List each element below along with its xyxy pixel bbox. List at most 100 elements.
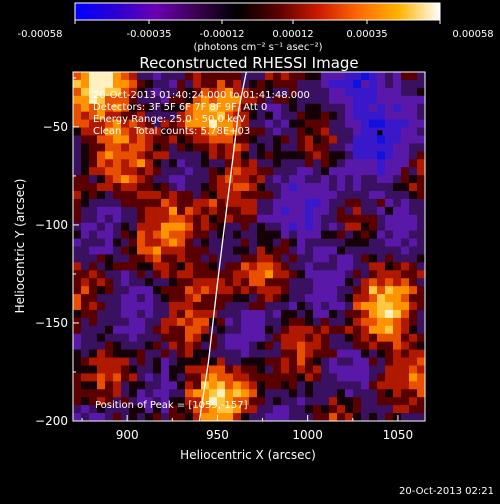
heatmap-cell (369, 262, 378, 271)
heatmap-cell (129, 373, 138, 382)
heatmap-cell (297, 222, 306, 232)
heatmap-cell (169, 95, 178, 105)
peak-position-label: Position of Peak = [1059,-157] (95, 400, 248, 411)
heatmap-cell (201, 127, 210, 136)
heatmap-cell (233, 190, 242, 200)
heatmap-cell (129, 270, 138, 279)
heatmap-cell (281, 278, 290, 287)
heatmap-cell (281, 119, 290, 128)
heatmap-cell (273, 135, 282, 144)
heatmap-cell (81, 254, 90, 263)
heatmap-cell (361, 79, 370, 89)
heatmap-cell (313, 262, 322, 271)
heatmap-cell (337, 246, 346, 255)
heatmap-cell (417, 397, 425, 406)
heatmap-cell (121, 309, 130, 319)
heatmap-cell (273, 262, 282, 271)
heatmap-cell (265, 294, 274, 303)
heatmap-cell (257, 103, 266, 113)
heatmap-cell (113, 72, 122, 81)
heatmap-cell (129, 397, 138, 406)
heatmap-cell (145, 119, 154, 128)
heatmap-cell (121, 230, 130, 239)
heatmap-cell (73, 349, 82, 358)
heatmap-cell (201, 270, 210, 279)
heatmap-cell (305, 167, 314, 176)
heatmap-cell (297, 349, 306, 358)
heatmap-cell (377, 357, 386, 366)
heatmap-cell (353, 183, 362, 192)
heatmap-cell (137, 262, 146, 271)
heatmap-cell (409, 341, 418, 351)
heatmap-cell (89, 183, 98, 192)
heatmap-cell (233, 341, 242, 351)
heatmap-cell (105, 286, 114, 295)
heatmap-cell (97, 294, 106, 303)
heatmap-cell (273, 159, 282, 168)
heatmap-cell (281, 87, 290, 97)
heatmap-cell (289, 238, 298, 247)
heatmap-cell (417, 302, 425, 311)
heatmap-cell (209, 294, 218, 303)
heatmap-cell (169, 159, 178, 168)
heatmap-cell (305, 309, 314, 319)
heatmap-cell (185, 254, 194, 263)
heatmap-cell (225, 294, 234, 303)
heatmap-cell (353, 405, 362, 414)
heatmap-cell (353, 413, 362, 421)
heatmap-cell (345, 111, 354, 120)
heatmap-cell (89, 278, 98, 287)
heatmap-cell (233, 175, 242, 184)
heatmap-cell (305, 238, 314, 247)
heatmap-cell (297, 262, 306, 271)
heatmap-cell (289, 270, 298, 279)
heatmap-cell (417, 206, 425, 216)
heatmap-cell (401, 325, 410, 335)
heatmap-cell (81, 111, 90, 120)
heatmap-cell (233, 381, 242, 390)
heatmap-cell (89, 262, 98, 271)
heatmap-cell (313, 127, 322, 136)
heatmap-cell (233, 270, 242, 279)
heatmap-cell (169, 183, 178, 192)
heatmap-cell (393, 175, 402, 184)
heatmap-cell (361, 214, 370, 224)
heatmap-cell (289, 262, 298, 271)
heatmap-cell (385, 95, 394, 105)
heatmap-cell (273, 238, 282, 247)
heatmap-cell (289, 198, 298, 208)
info-overlay: 20-Oct-2013 01:40:24.000 to 01:41:48.000… (93, 90, 310, 411)
heatmap-cell (209, 286, 218, 295)
heatmap-cell (161, 413, 170, 421)
heatmap-cell (345, 198, 354, 208)
heatmap-cell (129, 325, 138, 335)
heatmap-cell (113, 341, 122, 351)
heatmap-cell (273, 206, 282, 216)
heatmap-cell (161, 294, 170, 303)
heatmap-cell (97, 135, 106, 144)
heatmap-cell (241, 357, 250, 366)
heatmap-cell (329, 357, 338, 366)
heatmap-cell (137, 294, 146, 303)
heatmap-cell (145, 405, 154, 414)
heatmap-cell (393, 151, 402, 160)
heatmap-cell (129, 238, 138, 247)
heatmap-cell (169, 127, 178, 136)
heatmap-cell (73, 111, 82, 120)
heatmap-cell (265, 190, 274, 200)
heatmap-cell (297, 175, 306, 184)
heatmap-cell (321, 238, 330, 247)
heatmap-cell (137, 270, 146, 279)
heatmap-cell (369, 214, 378, 224)
heatmap-cell (89, 397, 98, 406)
heatmap-cell (361, 246, 370, 255)
heatmap-cell (225, 206, 234, 216)
heatmap-cell (361, 278, 370, 287)
heatmap-cell (193, 365, 202, 374)
heatmap-cell (137, 135, 146, 144)
heatmap-cell (377, 413, 386, 421)
heatmap-cell (73, 135, 82, 144)
heatmap-cell (345, 103, 354, 113)
heatmap-cell (121, 72, 130, 81)
heatmap-cell (129, 222, 138, 232)
